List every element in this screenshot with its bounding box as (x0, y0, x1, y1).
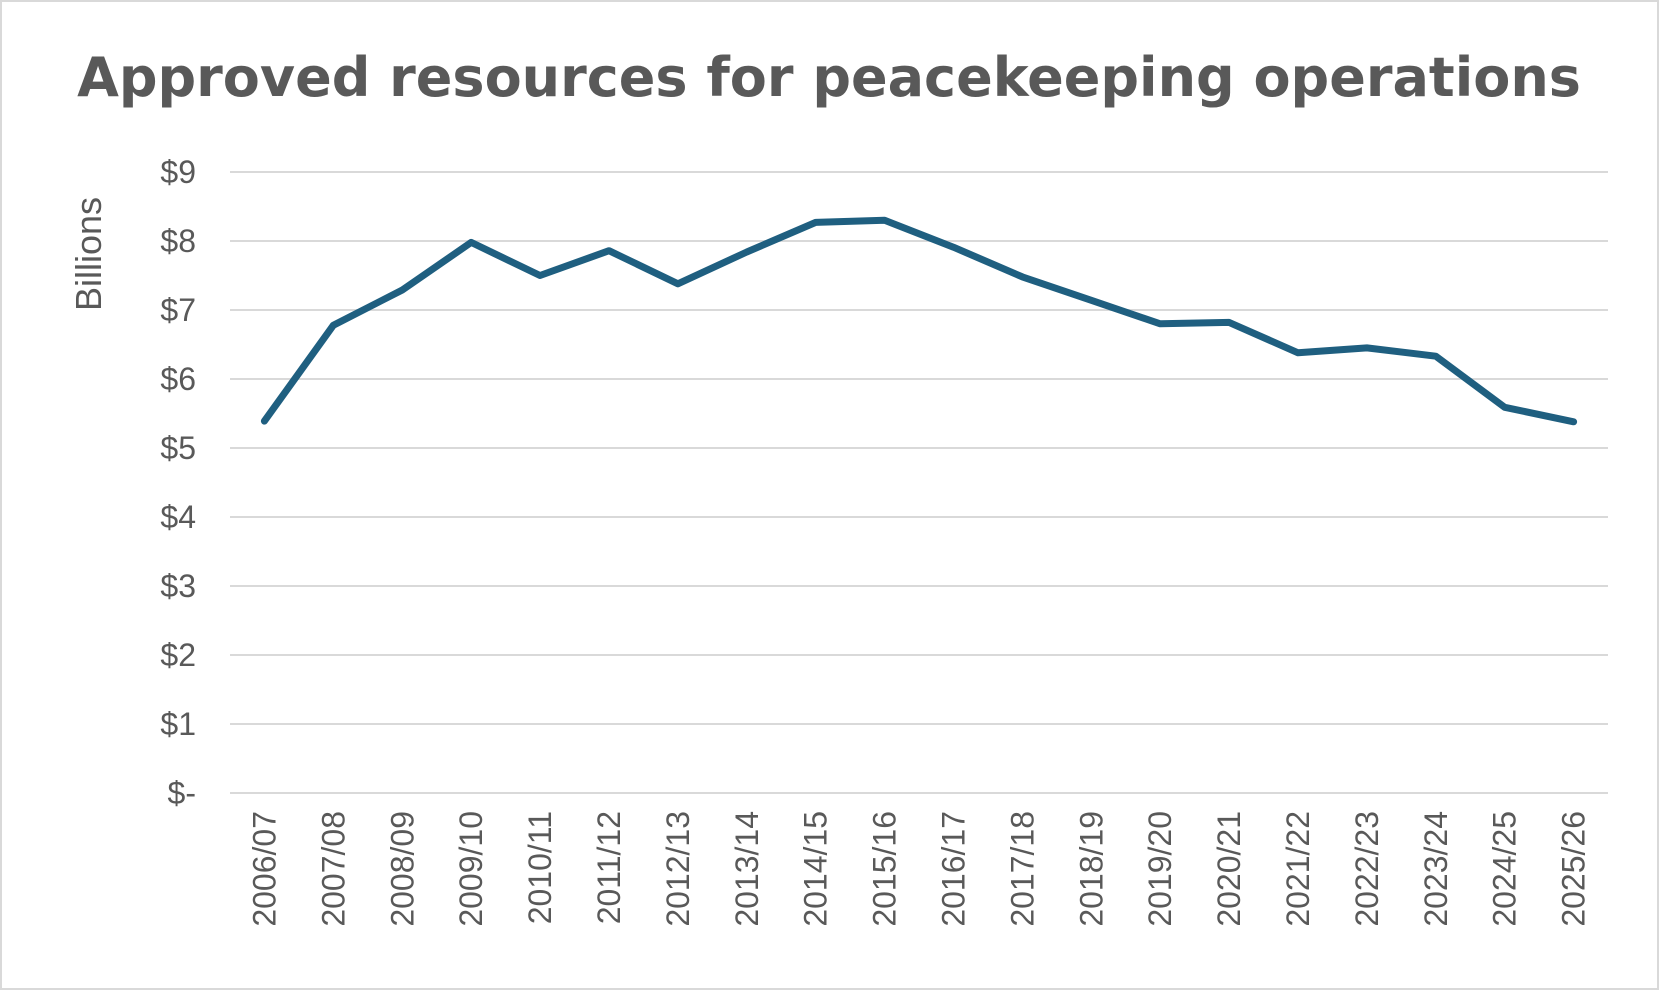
chart-title: Approved resources for peacekeeping oper… (77, 46, 1581, 109)
data-point (1501, 404, 1508, 411)
data-point (1225, 319, 1233, 326)
data-point (674, 280, 682, 287)
y-tick-label: $1 (160, 706, 196, 742)
data-point (812, 219, 819, 226)
y-tick-label: $4 (160, 499, 196, 535)
gridlines (230, 171, 1608, 794)
data-point (1570, 418, 1577, 425)
series-line (260, 216, 1578, 426)
y-tick-label: $7 (160, 292, 196, 328)
data-point (467, 239, 475, 246)
data-point (399, 286, 406, 294)
y-axis-label: Billions (68, 197, 109, 311)
y-tick-label: $3 (160, 568, 196, 604)
y-tick-labels: $- $1 $2 $3 $4 $5 $6 $7 $8 $9 (160, 154, 196, 811)
x-tick-label: 2017/18 (1004, 811, 1040, 927)
data-point (261, 417, 268, 425)
x-tick-label: 2015/16 (867, 811, 903, 927)
data-point (330, 321, 337, 329)
x-tick-label: 2024/25 (1487, 811, 1523, 927)
data-point (605, 247, 613, 254)
data-point (1019, 273, 1026, 281)
x-tick-label: 2012/13 (660, 811, 696, 927)
data-point (743, 248, 750, 256)
x-tick-label: 2023/24 (1418, 811, 1454, 927)
data-point (1294, 349, 1302, 356)
x-tick-label: 2016/17 (935, 811, 971, 927)
x-tick-label: 2022/23 (1349, 811, 1385, 927)
x-tick-label: 2018/19 (1073, 811, 1109, 927)
x-tick-label: 2008/09 (384, 811, 420, 927)
x-tick-label: 2013/14 (729, 811, 765, 927)
x-tick-label: 2007/08 (315, 811, 351, 927)
data-point (1432, 353, 1439, 360)
x-tick-label: 2010/11 (522, 811, 558, 924)
x-tick-labels: 2006/07 2007/08 2008/09 2009/10 2010/11 2011/… (246, 811, 1591, 927)
data-point (1156, 320, 1164, 327)
y-tick-label: $6 (160, 361, 196, 397)
y-tick-label: $2 (160, 637, 196, 673)
data-point (1363, 344, 1371, 352)
x-tick-label: 2014/15 (798, 811, 834, 927)
data-point (1088, 297, 1095, 304)
x-tick-label: 2025/26 (1556, 811, 1592, 927)
y-tick-label: $8 (160, 223, 196, 259)
y-tick-label: $9 (160, 154, 196, 190)
x-tick-label: 2009/10 (453, 811, 489, 927)
y-tick-label: $5 (160, 430, 196, 466)
x-tick-label: 2006/07 (246, 811, 282, 927)
y-tick-label: $- (168, 775, 196, 811)
x-tick-label: 2019/20 (1142, 811, 1178, 927)
x-tick-label: 2020/21 (1211, 811, 1247, 927)
data-point (950, 244, 957, 251)
data-point (536, 272, 544, 279)
x-tick-label: 2021/22 (1280, 811, 1316, 927)
x-tick-label: 2011/12 (591, 811, 627, 924)
series-layer (260, 216, 1578, 426)
data-point (881, 217, 888, 224)
